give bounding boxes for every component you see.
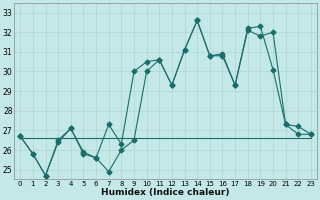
- X-axis label: Humidex (Indice chaleur): Humidex (Indice chaleur): [101, 188, 230, 197]
